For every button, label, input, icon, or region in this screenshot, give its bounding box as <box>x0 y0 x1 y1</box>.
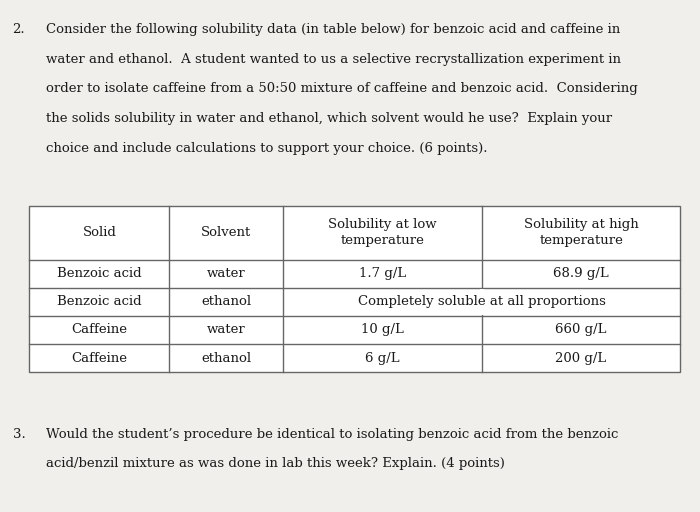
Text: Caffeine: Caffeine <box>71 324 127 336</box>
Text: Solubility at high
temperature: Solubility at high temperature <box>524 218 638 247</box>
Text: Benzoic acid: Benzoic acid <box>57 295 141 308</box>
Bar <box>29 206 680 372</box>
Text: Caffeine: Caffeine <box>71 352 127 365</box>
Text: water and ethanol.  A student wanted to us a selective recrystallization experim: water and ethanol. A student wanted to u… <box>46 53 620 66</box>
Text: 3.: 3. <box>13 428 25 440</box>
Text: Solubility at low
temperature: Solubility at low temperature <box>328 218 437 247</box>
Text: choice and include calculations to support your choice. (6 points).: choice and include calculations to suppo… <box>46 142 487 155</box>
Text: the solids solubility in water and ethanol, which solvent would he use?  Explain: the solids solubility in water and ethan… <box>46 112 612 125</box>
Text: order to isolate caffeine from a 50:50 mixture of caffeine and benzoic acid.  Co: order to isolate caffeine from a 50:50 m… <box>46 82 637 95</box>
Bar <box>480 289 484 315</box>
Text: Solid: Solid <box>83 226 116 239</box>
Text: Consider the following solubility data (in table below) for benzoic acid and caf: Consider the following solubility data (… <box>46 23 620 36</box>
Text: Solvent: Solvent <box>201 226 251 239</box>
Text: Completely soluble at all proportions: Completely soluble at all proportions <box>358 295 606 308</box>
Text: 660 g/L: 660 g/L <box>555 324 607 336</box>
Text: 2.: 2. <box>13 23 25 36</box>
Text: Benzoic acid: Benzoic acid <box>57 267 141 280</box>
Text: water: water <box>207 267 246 280</box>
Text: ethanol: ethanol <box>202 295 251 308</box>
Text: 68.9 g/L: 68.9 g/L <box>553 267 609 280</box>
Text: 6 g/L: 6 g/L <box>365 352 400 365</box>
Text: 10 g/L: 10 g/L <box>361 324 404 336</box>
Text: 200 g/L: 200 g/L <box>556 352 607 365</box>
Text: Would the student’s procedure be identical to isolating benzoic acid from the be: Would the student’s procedure be identic… <box>46 428 618 440</box>
Text: water: water <box>207 324 246 336</box>
Text: acid/benzil mixture as was done in lab this week? Explain. (4 points): acid/benzil mixture as was done in lab t… <box>46 457 505 470</box>
Bar <box>29 206 680 372</box>
Text: ethanol: ethanol <box>202 352 251 365</box>
Text: 1.7 g/L: 1.7 g/L <box>359 267 406 280</box>
